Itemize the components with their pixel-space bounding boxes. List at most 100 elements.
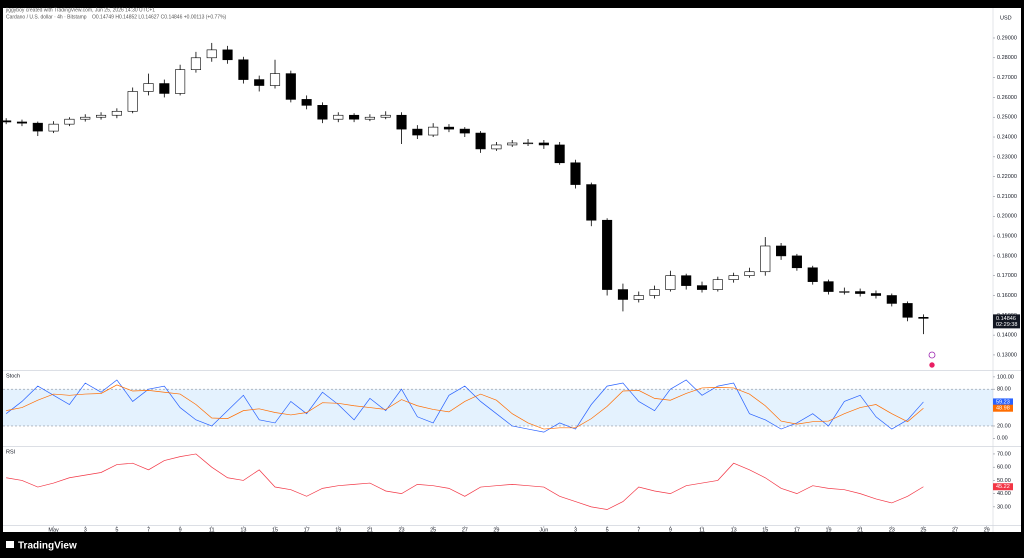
author-line: jiggyboy created with TradingView.com, J…: [5, 7, 155, 13]
countdown: 02:29:38: [996, 322, 1017, 328]
candle-body: [459, 128, 470, 134]
candle-body: [633, 295, 644, 300]
x-tick-label: 17: [304, 527, 310, 533]
y-tick-label: 80.00: [997, 387, 1011, 393]
y-tick-label: 0.24000: [997, 134, 1017, 140]
event-icon[interactable]: [928, 351, 936, 359]
candle-body: [823, 281, 834, 292]
candle-body: [602, 219, 613, 290]
candle-body: [159, 83, 170, 94]
candle-body: [665, 275, 676, 290]
last-value-box: [993, 404, 1013, 412]
x-tick-label: 27: [952, 527, 958, 533]
y-tick-label: 0.21000: [997, 194, 1017, 200]
footer-logo: TradingView: [6, 541, 77, 552]
x-tick-label: 7: [637, 527, 640, 533]
candle-body: [617, 289, 628, 300]
candle-body: [206, 49, 217, 59]
currency: USD: [1000, 15, 1012, 21]
candle-body: [143, 83, 154, 92]
candle-body: [333, 114, 344, 120]
y-tick-label: 0.25000: [997, 115, 1017, 121]
candle-body: [238, 59, 249, 80]
x-tick-label: 27: [462, 527, 468, 533]
candle-body: [380, 114, 391, 118]
y-tick-label: 0.13000: [997, 352, 1017, 358]
y-tick-label: 0.19000: [997, 234, 1017, 240]
y-tick-label: 0.20000: [997, 214, 1017, 220]
event-icon[interactable]: [928, 361, 936, 369]
x-tick-label: 15: [272, 527, 278, 533]
x-tick-label: 25: [430, 527, 436, 533]
candle-body: [870, 293, 882, 296]
y-tick-label: 0.23000: [997, 154, 1017, 160]
candle-body: [1, 120, 12, 123]
last-value: 48.98: [996, 406, 1010, 412]
candle-body: [744, 271, 755, 276]
x-tick-label: 19: [335, 527, 341, 533]
x-tick-label: 3: [574, 527, 577, 533]
pane-title: Stoch: [6, 373, 20, 379]
candle-body: [918, 316, 929, 319]
x-tick-label: 13: [240, 527, 246, 533]
last-value-box: [993, 483, 1013, 491]
candle-body: [428, 126, 439, 136]
candle-body: [839, 291, 850, 293]
candle-body: [475, 132, 486, 150]
candle-body: [111, 110, 122, 116]
candle-body: [886, 295, 897, 304]
candle-body: [776, 245, 787, 257]
symbol-line: Cardano / U.S. dollar · 4h · Bitstamp: [6, 14, 87, 20]
y-tick-label: 0.28000: [997, 55, 1017, 61]
indicator-line: [6, 453, 924, 510]
candle-body: [807, 267, 818, 282]
candle-body: [760, 245, 771, 273]
y-tick-label: 60.00: [997, 465, 1011, 471]
candle-body: [349, 114, 360, 120]
candle-body: [32, 122, 43, 132]
candle-body: [96, 114, 107, 118]
indicator-line: [6, 384, 924, 430]
candle-body: [902, 303, 913, 318]
candle-body: [269, 73, 281, 86]
y-tick-label: 0.17000: [997, 273, 1017, 279]
y-tick-label: 0.18000: [997, 253, 1017, 259]
candle-body: [254, 79, 265, 86]
candle-body: [301, 99, 312, 106]
pane-title: RSI: [6, 449, 16, 455]
candle-body: [80, 116, 91, 120]
x-tick-label: 29: [984, 527, 990, 533]
x-tick-label: 23: [398, 527, 404, 533]
x-tick-label: 9: [179, 527, 182, 533]
candle-body: [48, 123, 59, 132]
candle-body: [317, 105, 328, 120]
candle-body: [412, 128, 423, 136]
y-tick-label: 20.00: [997, 423, 1011, 429]
x-tick-label: 21: [857, 527, 863, 533]
last-value: 45.22: [996, 484, 1010, 490]
indicator-line: [5, 379, 924, 433]
candle-body: [222, 49, 233, 61]
candle-body: [570, 162, 581, 185]
last-value-box: [993, 398, 1013, 406]
candle-body: [491, 144, 502, 150]
x-tick-label: 5: [606, 527, 609, 533]
candle-body: [190, 57, 201, 70]
x-tick-label: 7: [147, 527, 150, 533]
x-tick-label: 15: [762, 527, 768, 533]
y-tick-label: 100.00: [997, 374, 1014, 380]
y-tick-label: 0.00: [997, 436, 1008, 442]
candle-body: [855, 291, 866, 294]
chart-panel: [3, 8, 1021, 532]
x-tick-label: 13: [731, 527, 737, 533]
candle-body: [16, 121, 28, 124]
y-tick-label: 30.00: [997, 504, 1011, 510]
y-tick-label: 50.00: [997, 478, 1011, 484]
candle-body: [364, 116, 375, 120]
x-tick-label: 19: [825, 527, 831, 533]
x-tick-label: 21: [367, 527, 373, 533]
candle-body: [443, 126, 455, 130]
candle-body: [64, 118, 75, 125]
y-tick-label: 0.16000: [997, 293, 1017, 299]
